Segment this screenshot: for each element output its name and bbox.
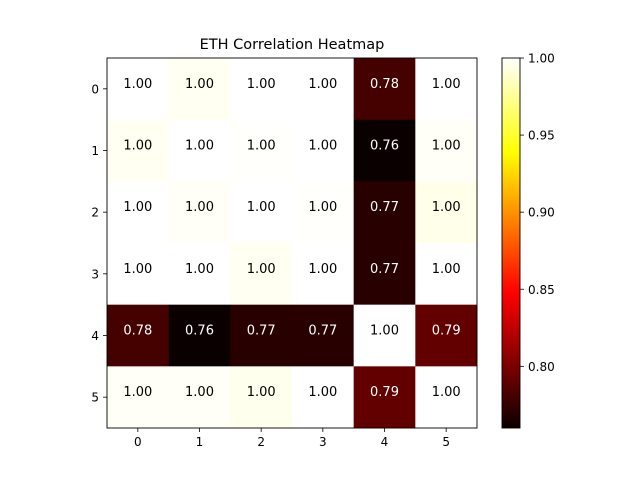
- colorbar-tick-label: 0.80: [528, 360, 555, 374]
- cell-label-1-4: 0.76: [370, 139, 399, 154]
- heatmap-cell-0-3: [292, 58, 354, 120]
- cell-label-3-4: 0.77: [370, 262, 399, 277]
- cell-label-0-5: 1.00: [432, 77, 461, 92]
- heatmap-cell-3-2: [230, 243, 293, 305]
- heatmap-cell-5-5: [415, 366, 478, 429]
- heatmap-cell-0-5: [415, 58, 478, 120]
- cell-label-5-3: 1.00: [308, 385, 337, 400]
- cell-label-4-3: 0.77: [308, 324, 337, 339]
- heatmap-cell-5-0: [107, 366, 169, 429]
- cell-label-5-4: 0.79: [370, 385, 399, 400]
- cell-label-4-5: 0.79: [432, 324, 461, 339]
- cell-label-4-0: 0.78: [123, 324, 152, 339]
- x-tick-label: 0: [134, 435, 142, 449]
- colorbar-tick-label: 0.85: [528, 283, 555, 297]
- heatmap-cell-2-2: [230, 181, 293, 244]
- heatmap-cell-4-0: [107, 304, 169, 367]
- heatmap-cell-2-1: [168, 181, 231, 244]
- cell-label-1-1: 1.00: [185, 139, 214, 154]
- heatmap-cell-2-0: [107, 181, 169, 244]
- heatmap-cell-4-4: [353, 304, 416, 367]
- colorbar-ticks: 1.00 0.95 0.90 0.85 0.80: [520, 52, 555, 374]
- cell-label-2-5: 1.00: [432, 200, 461, 215]
- cell-value-labels: 1.00 1.00 1.00 1.00 0.78 1.00 1.00 1.00 1.00 1.00…: [123, 77, 460, 400]
- cell-label-1-5: 1.00: [432, 139, 461, 154]
- heatmap-cell-1-1: [168, 119, 231, 182]
- heatmap-cell-2-3: [292, 181, 354, 244]
- cell-label-3-3: 1.00: [308, 262, 337, 277]
- cell-label-0-3: 1.00: [308, 77, 337, 92]
- heatmap-cell-4-3: [292, 304, 354, 367]
- heatmap-cell-3-0: [107, 243, 169, 305]
- heatmap-cells: [107, 58, 478, 429]
- cell-label-5-2: 1.00: [247, 385, 276, 400]
- cell-label-4-4: 1.00: [370, 324, 399, 339]
- heatmap-cell-1-0: [107, 119, 169, 182]
- cell-label-2-2: 1.00: [247, 200, 276, 215]
- heatmap-cell-0-1: [168, 58, 231, 120]
- colorbar: [501, 57, 521, 429]
- cell-label-3-5: 1.00: [432, 262, 461, 277]
- cell-label-2-1: 1.00: [185, 200, 214, 215]
- heatmap-cell-5-4: [353, 366, 416, 429]
- heatmap-cell-0-2: [230, 58, 293, 120]
- cell-label-0-4: 0.78: [370, 77, 399, 92]
- x-axis-ticks: 0 1 2 3 4 5: [134, 428, 450, 449]
- heatmap-cell-2-4: [353, 181, 416, 244]
- y-axis-ticks: 0 1 2 3 4 5: [91, 82, 107, 405]
- colorbar-tick-label: 0.90: [528, 206, 555, 220]
- y-tick-label: 1: [91, 144, 99, 158]
- cell-label-1-2: 1.00: [247, 139, 276, 154]
- cell-label-1-3: 1.00: [308, 139, 337, 154]
- cell-label-5-5: 1.00: [432, 385, 461, 400]
- x-tick-label: 4: [381, 435, 389, 449]
- cell-label-0-1: 1.00: [185, 77, 214, 92]
- cell-label-0-2: 1.00: [247, 77, 276, 92]
- chart-title: ETH Correlation Heatmap: [200, 37, 385, 53]
- heatmap-cell-1-5: [415, 119, 478, 182]
- heatmap-cell-5-1: [168, 366, 231, 429]
- cell-label-2-0: 1.00: [123, 200, 152, 215]
- cell-label-1-0: 1.00: [123, 139, 152, 154]
- x-tick-label: 5: [442, 435, 450, 449]
- heatmap-cell-5-3: [292, 366, 354, 429]
- cell-label-3-1: 1.00: [185, 262, 214, 277]
- heatmap-cell-3-1: [168, 243, 231, 305]
- heatmap-cell-4-2: [230, 304, 293, 367]
- heatmap-cell-5-2: [230, 366, 293, 429]
- y-tick-label: 5: [91, 391, 99, 405]
- heatmap-cell-4-1: [168, 304, 231, 367]
- cell-label-3-2: 1.00: [247, 262, 276, 277]
- heatmap-cell-3-5: [415, 243, 478, 305]
- cell-label-2-3: 1.00: [308, 200, 337, 215]
- y-tick-label: 2: [91, 206, 99, 220]
- heatmap-cell-3-4: [353, 243, 416, 305]
- x-tick-label: 1: [196, 435, 204, 449]
- heatmap-cell-4-5: [415, 304, 478, 367]
- cell-label-5-0: 1.00: [123, 385, 152, 400]
- cell-label-4-1: 0.76: [185, 324, 214, 339]
- x-tick-label: 3: [319, 435, 327, 449]
- y-tick-label: 0: [91, 82, 99, 96]
- heatmap-cell-3-3: [292, 243, 354, 305]
- cell-label-5-1: 1.00: [185, 385, 214, 400]
- heatmap-cell-2-5: [415, 181, 478, 244]
- heatmap-cell-1-2: [230, 119, 293, 182]
- y-tick-label: 3: [91, 267, 99, 281]
- colorbar-tick-label: 0.95: [528, 129, 555, 143]
- plot-frame: [106, 57, 478, 429]
- heatmap-cell-1-3: [292, 119, 354, 182]
- heatmap-cell-0-4: [353, 58, 416, 120]
- cell-label-0-0: 1.00: [123, 77, 152, 92]
- cell-label-2-4: 0.77: [370, 200, 399, 215]
- heatmap-cell-0-0: [107, 58, 169, 120]
- y-tick-label: 4: [91, 329, 99, 343]
- colorbar-tick-label: 1.00: [528, 52, 555, 66]
- heatmap-cell-1-4: [353, 119, 416, 182]
- cell-label-4-2: 0.77: [247, 324, 276, 339]
- cell-label-3-0: 1.00: [123, 262, 152, 277]
- x-tick-label: 2: [257, 435, 265, 449]
